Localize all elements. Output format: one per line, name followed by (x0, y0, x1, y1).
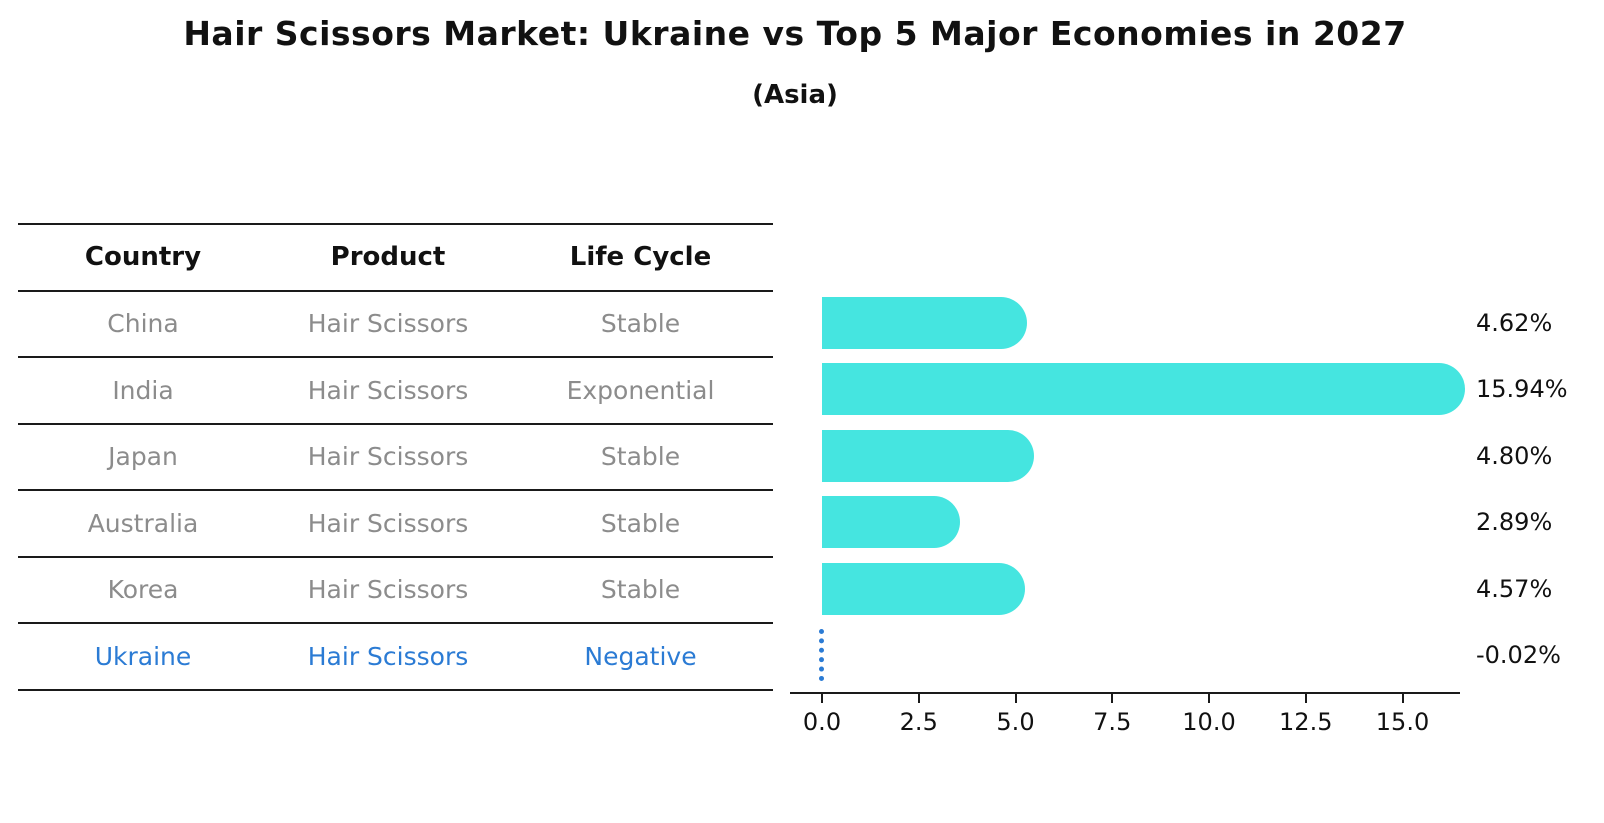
value-label-japan: 4.80% (1476, 441, 1553, 470)
x-tick-label: 2.5 (899, 708, 938, 736)
x-tick-label: 5.0 (996, 708, 1035, 736)
x-tick-mark (1014, 694, 1017, 703)
cell-country: Australia (87, 508, 199, 538)
table-row-japan: Japan Hair Scissors Stable (18, 422, 773, 490)
bar-australia (822, 496, 960, 549)
x-tick-mark (1111, 694, 1114, 703)
cell-life-cycle: Stable (600, 442, 681, 472)
x-axis-line (790, 692, 1460, 694)
column-header-product: Product (330, 242, 446, 273)
cell-product: Hair Scissors (307, 575, 469, 605)
x-tick-mark (821, 694, 823, 703)
cell-country: China (107, 309, 179, 339)
cell-product: Hair Scissors (307, 641, 469, 671)
cell-life-cycle: Stable (600, 575, 681, 605)
cell-country: Korea (107, 575, 179, 605)
chart-subtitle: (Asia) (752, 80, 838, 110)
country-table: Country Product Life Cycle China Hair Sc… (18, 223, 773, 691)
bar-china (822, 297, 1027, 349)
bar-japan (822, 429, 1034, 482)
column-header-country: Country (84, 242, 202, 273)
table-row-china: China Hair Scissors Stable (18, 289, 773, 357)
x-tick-label: 7.5 (1093, 708, 1132, 736)
x-tick-mark (917, 694, 920, 703)
x-tick-mark (1208, 694, 1210, 703)
x-tick-label: 12.5 (1279, 708, 1333, 736)
chart-title: Hair Scissors Market: Ukraine vs Top 5 M… (183, 14, 1407, 53)
bar-ukraine-dotted-zero-line (819, 629, 824, 681)
x-tick-label: 0.0 (802, 708, 842, 736)
table-header-row: Country Product Life Cycle (18, 223, 773, 290)
value-label-india: 15.94% (1476, 375, 1568, 404)
cell-life-cycle: Stable (600, 309, 681, 339)
cell-life-cycle: Negative (584, 641, 697, 671)
cell-life-cycle: Exponential (566, 375, 715, 405)
x-tick-label: 10.0 (1182, 708, 1236, 736)
value-label-china: 4.62% (1476, 309, 1553, 337)
table-row-korea: Korea Hair Scissors Stable (18, 555, 773, 623)
value-label-ukraine: -0.02% (1476, 641, 1561, 669)
cell-country: Ukraine (94, 641, 192, 671)
x-tick-mark (1304, 694, 1307, 703)
table-row-india: India Hair Scissors Exponential (18, 356, 773, 423)
x-tick-mark (1401, 694, 1404, 703)
table-row-australia: Australia Hair Scissors Stable (18, 489, 773, 556)
bar-korea (822, 562, 1025, 615)
table-row-ukraine-highlighted: Ukraine Hair Scissors Negative (18, 622, 773, 689)
cell-life-cycle: Stable (600, 508, 681, 538)
bar-india (822, 363, 1465, 416)
cell-product: Hair Scissors (307, 309, 469, 339)
value-label-korea: 4.57% (1476, 574, 1553, 603)
cell-product: Hair Scissors (307, 375, 469, 405)
value-label-australia: 2.89% (1476, 508, 1553, 537)
cell-product: Hair Scissors (307, 442, 469, 472)
cell-product: Hair Scissors (307, 508, 469, 538)
cell-country: India (112, 375, 174, 405)
cell-country: Japan (108, 442, 178, 472)
x-tick-label: 15.0 (1375, 708, 1430, 736)
column-header-life-cycle: Life Cycle (569, 242, 712, 273)
